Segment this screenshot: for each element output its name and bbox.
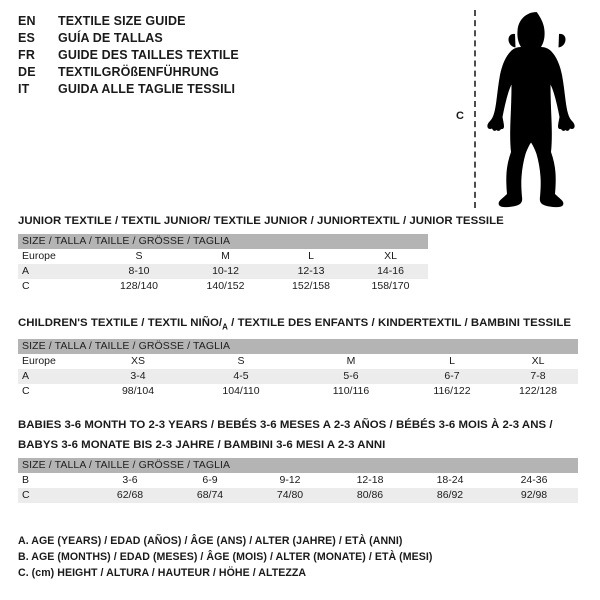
section-title-children: CHILDREN'S TEXTILE / TEXTIL NIÑO/A / TEX… [18, 316, 578, 334]
table-cell: 9-12 [279, 474, 301, 486]
table-row: C 62/68 68/74 74/80 80/86 86/92 92/98 [18, 488, 578, 503]
table-cell: 6-7 [406, 369, 498, 385]
language-row: FR GUIDE DES TAILLES TEXTILE [18, 48, 348, 65]
table-cell: 12-18 [356, 474, 384, 486]
table-cell: 74/80 [250, 488, 330, 503]
junior-size-table: SIZE / TALLA / TAILLE / GRÖSSE / TAGLIA … [18, 234, 428, 294]
row-label: C [22, 385, 30, 398]
language-code-it: IT [18, 82, 30, 96]
table-cell: 140/152 [206, 280, 245, 292]
section-title-children-pre: CHILDREN'S TEXTILE / TEXTIL NIÑO/ [18, 317, 223, 329]
language-code-es: ES [18, 31, 36, 45]
table-cell: 110/116 [332, 385, 370, 398]
section-babies-textile: BABIES 3-6 MONTH TO 2-3 YEARS / BEBÉS 3-… [18, 418, 578, 503]
table-cell: L [449, 355, 455, 368]
toddler-silhouette-icon [487, 12, 575, 208]
babies-size-table: SIZE / TALLA / TAILLE / GRÖSSE / TAGLIA … [18, 458, 578, 503]
band-label-babies: SIZE / TALLA / TAILLE / GRÖSSE / TAGLIA [18, 458, 578, 473]
table-cell: 18-24 [436, 474, 464, 486]
table-cell: S [135, 250, 143, 262]
table-cell: 14-16 [353, 264, 428, 279]
language-row: EN TEXTILE SIZE GUIDE [18, 14, 348, 31]
row-label: Europe [22, 250, 56, 262]
footnote-a: A. AGE (YEARS) / EDAD (AÑOS) / ÂGE (ANS)… [18, 535, 403, 547]
band-label-junior: SIZE / TALLA / TAILLE / GRÖSSE / TAGLIA [18, 234, 428, 249]
table-cell: 104/110 [222, 385, 260, 398]
table-row: Europe S M L XL [18, 249, 428, 264]
table-cell: 3-6 [122, 474, 138, 486]
section-title-junior: JUNIOR TEXTILE / TEXTIL JUNIOR/ TEXTILE … [18, 215, 504, 227]
table-cell: 116/122 [433, 385, 471, 398]
guide-title-it: GUIDA ALLE TAGLIE TESSILI [58, 82, 236, 96]
row-label: A [18, 369, 90, 385]
language-code-fr: FR [18, 48, 36, 62]
footnotes-legend: A. AGE (YEARS) / EDAD (AÑOS) / ÂGE (ANS)… [18, 533, 432, 581]
row-label: Europe [22, 355, 56, 368]
section-title-babies-line1: BABIES 3-6 MONTH TO 2-3 YEARS / BEBÉS 3-… [18, 419, 553, 431]
table-cell: 4-5 [186, 369, 296, 385]
table-cell: 24-36 [520, 474, 548, 486]
table-cell: M [346, 355, 356, 368]
section-title-babies-line2: BABYS 3-6 MONATE BIS 2-3 JAHRE / BAMBINI… [18, 439, 386, 451]
table-cell: 5-6 [296, 369, 406, 385]
table-row: B 3-6 6-9 9-12 12-18 18-24 24-36 [18, 473, 578, 488]
table-row: C 98/104 104/110 110/116 116/122 122/128 [18, 384, 578, 399]
table-cell: 158/170 [371, 280, 410, 292]
table-cell: XL [531, 355, 545, 368]
table-band-row: SIZE / TALLA / TAILLE / GRÖSSE / TAGLIA [18, 234, 428, 249]
language-code-de: DE [18, 65, 36, 79]
measurement-figure: C [444, 6, 594, 211]
language-header: EN TEXTILE SIZE GUIDE ES GUÍA DE TALLAS … [18, 14, 348, 99]
table-cell: M [221, 250, 230, 262]
table-cell: 62/68 [90, 488, 170, 503]
children-size-table: SIZE / TALLA / TAILLE / GRÖSSE / TAGLIA … [18, 339, 578, 399]
guide-title-fr: GUIDE DES TAILLES TEXTILE [58, 48, 239, 62]
table-band-row: SIZE / TALLA / TAILLE / GRÖSSE / TAGLIA [18, 339, 578, 355]
footnote-b: B. AGE (MONTHS) / EDAD (MESES) / ÂGE (MO… [18, 551, 433, 563]
guide-title-es: GUÍA DE TALLAS [58, 31, 163, 45]
language-row: DE TEXTILGRÖßENFÜHRUNG [18, 65, 348, 82]
language-row: IT GUIDA ALLE TAGLIE TESSILI [18, 82, 348, 99]
table-cell: 128/140 [120, 280, 158, 292]
table-cell: 8-10 [96, 264, 182, 279]
section-junior-textile: JUNIOR TEXTILE / TEXTIL JUNIOR/ TEXTILE … [18, 214, 504, 294]
table-cell: 6-9 [202, 474, 218, 486]
guide-title-en: TEXTILE SIZE GUIDE [58, 14, 186, 28]
table-cell: 92/98 [490, 488, 578, 503]
language-code-en: EN [18, 14, 36, 28]
table-cell: 80/86 [330, 488, 410, 503]
band-label-children: SIZE / TALLA / TAILLE / GRÖSSE / TAGLIA [18, 339, 578, 355]
section-title-children-post: / TEXTILE DES ENFANTS / KINDERTEXTIL / B… [227, 317, 571, 329]
section-title-children-subscript: A [222, 322, 228, 332]
row-label: C [22, 280, 30, 292]
table-cell: 3-4 [90, 369, 186, 385]
table-cell: 7-8 [498, 369, 578, 385]
language-row: ES GUÍA DE TALLAS [18, 31, 348, 48]
table-row: A 3-4 4-5 5-6 6-7 7-8 [18, 369, 578, 385]
table-row: Europe XS S M L XL [18, 354, 578, 369]
table-cell: XS [130, 355, 145, 368]
row-label: A [18, 264, 96, 279]
table-cell: 10-12 [182, 264, 269, 279]
table-cell: XL [384, 250, 397, 262]
table-cell: 12-13 [269, 264, 353, 279]
footnote-c: C. (cm) HEIGHT / ALTURA / HAUTEUR / HÖHE… [18, 567, 307, 579]
table-cell: L [308, 250, 314, 262]
height-measure-label: C [456, 110, 464, 122]
table-cell: 86/92 [410, 488, 490, 503]
table-row: A 8-10 10-12 12-13 14-16 [18, 264, 428, 279]
height-measure-dashed-line [474, 10, 476, 208]
row-label: C [18, 488, 90, 503]
guide-title-de: TEXTILGRÖßENFÜHRUNG [58, 65, 219, 79]
table-band-row: SIZE / TALLA / TAILLE / GRÖSSE / TAGLIA [18, 458, 578, 473]
table-cell: 68/74 [170, 488, 250, 503]
table-cell: 152/158 [292, 280, 330, 292]
row-label: B [22, 474, 30, 486]
table-cell: 122/128 [519, 385, 557, 398]
table-cell: 98/104 [121, 385, 155, 398]
section-childrens-textile: CHILDREN'S TEXTILE / TEXTIL NIÑO/A / TEX… [18, 316, 578, 399]
table-row: C 128/140 140/152 152/158 158/170 [18, 279, 428, 294]
table-cell: S [237, 355, 245, 368]
